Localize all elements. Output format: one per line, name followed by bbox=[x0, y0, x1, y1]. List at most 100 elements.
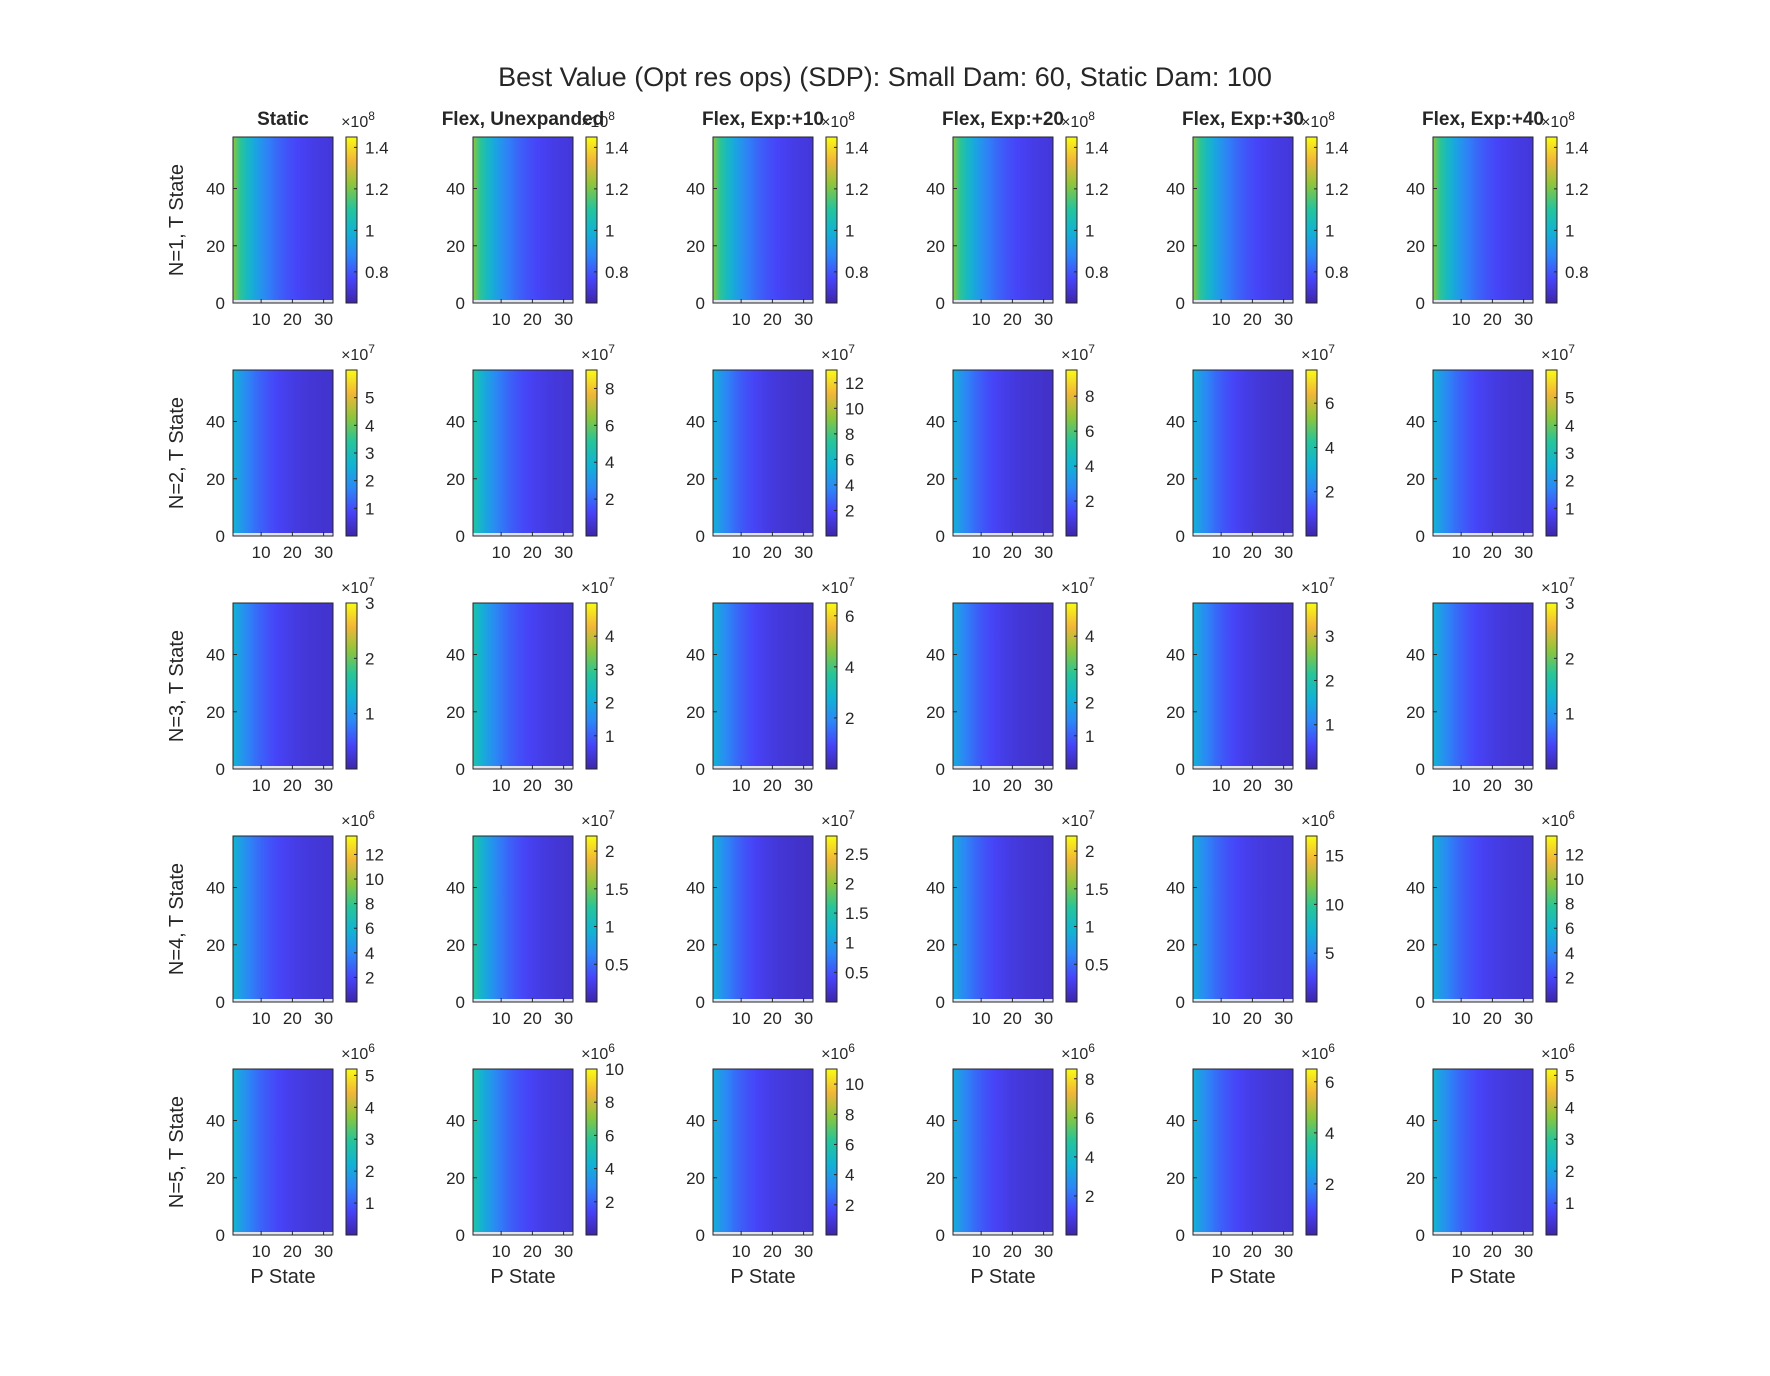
x-tick-label: 10 bbox=[1452, 776, 1471, 795]
x-tick-label: 20 bbox=[1243, 1009, 1262, 1028]
x-tick-label: 20 bbox=[1483, 1242, 1502, 1261]
x-tick-label: 10 bbox=[492, 776, 511, 795]
colorbar-tick-label: 3 bbox=[605, 660, 614, 679]
x-tick-label: 20 bbox=[1483, 543, 1502, 562]
x-tick-label: 30 bbox=[1034, 1242, 1053, 1261]
x-tick-label: 20 bbox=[1483, 1009, 1502, 1028]
colorbar-tick-label: 2 bbox=[1565, 649, 1574, 668]
axes-box bbox=[1432, 602, 1534, 770]
y-tick-label: 40 bbox=[446, 1112, 465, 1131]
x-tick-label: 30 bbox=[1514, 543, 1533, 562]
colorbar-tick-label: 4 bbox=[365, 944, 374, 963]
y-tick-label: 0 bbox=[696, 760, 705, 779]
x-tick-label: 30 bbox=[794, 1242, 813, 1261]
y-tick-label: 40 bbox=[686, 413, 705, 432]
colorbar-tick-label: 1 bbox=[605, 918, 614, 937]
x-tick-label: 10 bbox=[732, 1009, 751, 1028]
y-tick-label: 40 bbox=[1166, 413, 1185, 432]
figure-title: Best Value (Opt res ops) (SDP): Small Da… bbox=[498, 62, 1272, 92]
colorbar-tick-label: 3 bbox=[1565, 1130, 1574, 1149]
colorbar-exponent-label: ×107 bbox=[1541, 342, 1575, 364]
heatmap-bottom-strip bbox=[953, 766, 1053, 769]
x-tick-label: 20 bbox=[283, 776, 302, 795]
heatmap-image bbox=[713, 1069, 813, 1235]
colorbar-tick-label: 6 bbox=[845, 607, 854, 626]
heatmap-image bbox=[1193, 137, 1293, 303]
heatmap-image bbox=[233, 836, 333, 1002]
subplot-panel: 10 20 30 0 20 40 2 4 6 ×107 bbox=[686, 575, 855, 795]
colorbar-tick-label: 4 bbox=[365, 416, 374, 435]
colorbar-tick-label: 0.5 bbox=[845, 963, 869, 982]
y-tick-label: 0 bbox=[1176, 760, 1185, 779]
colorbar-tick-label: 10 bbox=[365, 870, 384, 889]
colorbar bbox=[1065, 1068, 1078, 1236]
colorbar-tick-label: 6 bbox=[1325, 1073, 1334, 1092]
subplot-panel: 10 20 30 0 20 40 1 2 3 4 5 ×106 P State bbox=[1406, 1041, 1575, 1288]
colorbar-tick-label: 6 bbox=[605, 1126, 614, 1145]
colorbar-tick-label: 5 bbox=[1565, 1066, 1574, 1085]
y-tick-label: 0 bbox=[936, 527, 945, 546]
axes-box bbox=[712, 1068, 814, 1236]
y-tick-label: 0 bbox=[696, 1226, 705, 1245]
x-tick-label: 10 bbox=[972, 1242, 991, 1261]
y-tick-label: 40 bbox=[1406, 879, 1425, 898]
x-tick-label: 20 bbox=[1003, 776, 1022, 795]
axes-box bbox=[712, 136, 814, 304]
colorbar-tick-label: 4 bbox=[605, 627, 614, 646]
colorbar-tick-label: 1.4 bbox=[845, 138, 869, 157]
x-axis-label: P State bbox=[1210, 1266, 1275, 1288]
subplot-panel: 10 20 30 0 20 40 1 2 3×107 bbox=[1406, 575, 1575, 795]
colorbar-tick-label: 2 bbox=[1085, 492, 1094, 511]
colorbar-exponent-label: ×107 bbox=[1301, 575, 1335, 597]
colorbar-tick-label: 4 bbox=[605, 1160, 614, 1179]
x-tick-label: 30 bbox=[1514, 310, 1533, 329]
heatmap-image bbox=[1433, 836, 1533, 1002]
x-tick-label: 10 bbox=[1212, 543, 1231, 562]
x-tick-label: 20 bbox=[763, 543, 782, 562]
subplot-panel: 10 20 30 0 20 40 2 4 6 ×107 bbox=[1166, 342, 1335, 562]
y-tick-label: 20 bbox=[206, 237, 225, 256]
x-tick-label: 20 bbox=[283, 543, 302, 562]
x-tick-label: 30 bbox=[794, 776, 813, 795]
x-tick-label: 20 bbox=[763, 776, 782, 795]
colorbar bbox=[825, 1068, 838, 1236]
subplot-panel: 10 20 30 0 20 40 2 4 6 8 ×106 P State bbox=[926, 1041, 1095, 1288]
colorbar-tick-label: 8 bbox=[1085, 387, 1094, 406]
heatmap-bottom-strip bbox=[233, 300, 333, 303]
colorbar-exponent-label: ×108 bbox=[1301, 109, 1335, 131]
heatmap-bottom-strip bbox=[233, 1232, 333, 1235]
subplot-panel: 10 20 30 0 20 40 2 4 6 8 10 12 ×107 bbox=[686, 342, 864, 562]
colorbar-tick-label: 1 bbox=[605, 221, 614, 240]
colorbar-tick-label: 2 bbox=[1565, 968, 1574, 987]
y-tick-label: 20 bbox=[1406, 936, 1425, 955]
axes-box bbox=[472, 835, 574, 1003]
colorbar-tick-label: 2 bbox=[1085, 694, 1094, 713]
y-tick-label: 40 bbox=[1406, 646, 1425, 665]
x-tick-label: 10 bbox=[492, 1242, 511, 1261]
axes-box bbox=[232, 835, 334, 1003]
colorbar-exponent-label: ×106 bbox=[581, 1041, 615, 1063]
y-tick-label: 20 bbox=[926, 470, 945, 489]
axes-box bbox=[712, 602, 814, 770]
y-tick-label: 20 bbox=[926, 1169, 945, 1188]
x-tick-label: 30 bbox=[1034, 1009, 1053, 1028]
y-tick-label: 40 bbox=[446, 413, 465, 432]
colorbar-tick-label: 3 bbox=[365, 1130, 374, 1149]
colorbar-exponent-label: ×107 bbox=[581, 808, 615, 830]
heatmap-image bbox=[953, 1069, 1053, 1235]
colorbar-tick-label: 1 bbox=[845, 934, 854, 953]
heatmap-image bbox=[953, 836, 1053, 1002]
x-tick-label: 30 bbox=[554, 1009, 573, 1028]
heatmap-bottom-strip bbox=[1193, 1232, 1293, 1235]
colorbar-tick-label: 0.8 bbox=[1565, 263, 1589, 282]
x-tick-label: 30 bbox=[314, 1009, 333, 1028]
subplot-grid: Static Flex, Unexpanded Flex, Exp:+10 Flex,… bbox=[166, 109, 1589, 1288]
y-tick-label: 0 bbox=[1176, 527, 1185, 546]
x-tick-label: 30 bbox=[1514, 1009, 1533, 1028]
y-tick-label: 0 bbox=[1416, 294, 1425, 313]
y-tick-label: 0 bbox=[936, 1226, 945, 1245]
subplot-panel: 10 20 30 0 20 40 2 4 6 8 ×107 bbox=[446, 342, 615, 562]
colorbar-exponent-label: ×106 bbox=[1301, 808, 1335, 830]
heatmap-image bbox=[473, 1069, 573, 1235]
